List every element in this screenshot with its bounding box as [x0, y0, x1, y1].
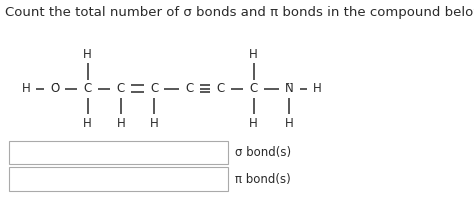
Text: C: C — [249, 82, 258, 95]
Text: H: H — [150, 117, 158, 130]
Text: C: C — [117, 82, 125, 95]
Text: C: C — [83, 82, 92, 95]
Text: H: H — [22, 82, 30, 95]
Text: H: H — [249, 117, 258, 130]
Text: Ö: Ö — [50, 82, 59, 95]
Text: H: H — [313, 82, 322, 95]
Text: σ bond(s): σ bond(s) — [235, 146, 291, 159]
Text: H: H — [249, 48, 258, 61]
Text: H: H — [83, 48, 92, 61]
Text: H: H — [117, 117, 125, 130]
Text: N̈: N̈ — [285, 82, 293, 95]
Text: C: C — [185, 82, 194, 95]
Text: H: H — [285, 117, 293, 130]
Text: H: H — [83, 117, 92, 130]
Text: C: C — [216, 82, 225, 95]
Bar — [9, 167, 228, 191]
Text: π bond(s): π bond(s) — [235, 173, 291, 185]
Text: Count the total number of σ bonds and π bonds in the compound below:: Count the total number of σ bonds and π … — [5, 6, 474, 19]
Bar — [9, 141, 228, 164]
Text: C: C — [150, 82, 158, 95]
